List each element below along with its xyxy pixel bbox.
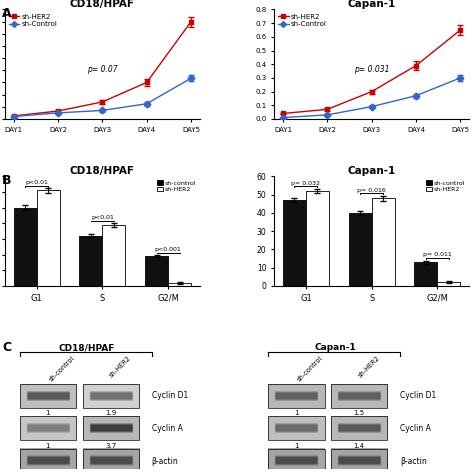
Title: CD18/HPAF: CD18/HPAF [70, 0, 135, 9]
Legend: sh-HER2, sh-Control: sh-HER2, sh-Control [278, 13, 328, 28]
Bar [268, 416, 325, 440]
Title: Capan-1: Capan-1 [347, 0, 396, 9]
Text: Cyclin A: Cyclin A [400, 424, 431, 433]
Legend: sh-control, sh-HER2: sh-control, sh-HER2 [156, 180, 197, 193]
Bar [283, 200, 306, 286]
Text: sh-HER2: sh-HER2 [357, 355, 381, 379]
Text: B: B [2, 174, 12, 187]
Text: β-actin: β-actin [400, 456, 427, 465]
Bar [414, 262, 438, 286]
Bar [331, 416, 387, 440]
Text: 1.4: 1.4 [354, 443, 365, 449]
Text: β-actin: β-actin [152, 456, 178, 465]
Bar [372, 198, 395, 286]
Bar [14, 208, 36, 286]
Text: 1.5: 1.5 [354, 410, 365, 416]
Text: sh-control: sh-control [296, 355, 324, 383]
Bar [168, 283, 191, 286]
Bar [102, 225, 125, 286]
Bar [438, 282, 460, 286]
Bar [268, 449, 325, 473]
Text: p= 0.011: p= 0.011 [423, 253, 452, 257]
Text: p<0.01: p<0.01 [91, 215, 114, 220]
Text: p= 0.016: p= 0.016 [357, 188, 386, 193]
Title: CD18/HPAF: CD18/HPAF [70, 165, 135, 176]
Bar [268, 383, 325, 408]
Text: Capan-1: Capan-1 [314, 343, 356, 352]
Text: p<0.001: p<0.001 [155, 247, 182, 252]
Text: Cyclin A: Cyclin A [152, 424, 182, 433]
Text: 1: 1 [294, 410, 299, 416]
Legend: sh-control, sh-HER2: sh-control, sh-HER2 [425, 180, 466, 193]
Bar [79, 236, 102, 286]
Text: Cyclin D1: Cyclin D1 [400, 391, 437, 400]
Text: p= 0.032: p= 0.032 [292, 181, 320, 186]
Text: Cyclin D1: Cyclin D1 [152, 391, 188, 400]
Bar [20, 383, 76, 408]
Text: A: A [2, 7, 12, 20]
Bar [349, 213, 372, 286]
Bar [145, 256, 168, 286]
Bar [36, 191, 60, 286]
Bar [20, 449, 76, 473]
Bar [82, 383, 139, 408]
Legend: sh-HER2, sh-Control: sh-HER2, sh-Control [8, 13, 58, 28]
Text: sh-control: sh-control [48, 355, 76, 383]
Bar [331, 383, 387, 408]
Text: 1: 1 [46, 410, 50, 416]
Text: p= 0.031: p= 0.031 [354, 65, 390, 74]
Title: Capan-1: Capan-1 [347, 165, 396, 176]
Text: C: C [2, 341, 11, 354]
Text: 1: 1 [294, 443, 299, 449]
Text: 1.9: 1.9 [105, 410, 116, 416]
Text: 3.7: 3.7 [105, 443, 116, 449]
Bar [82, 416, 139, 440]
Bar [20, 416, 76, 440]
Text: CD18/HPAF: CD18/HPAF [59, 343, 115, 352]
Text: p= 0.07: p= 0.07 [87, 65, 118, 74]
Text: p<0.01: p<0.01 [25, 180, 48, 185]
Bar [331, 449, 387, 473]
Text: 1: 1 [46, 443, 50, 449]
Bar [82, 449, 139, 473]
Bar [306, 191, 329, 286]
Text: sh-HER2: sh-HER2 [109, 355, 133, 379]
